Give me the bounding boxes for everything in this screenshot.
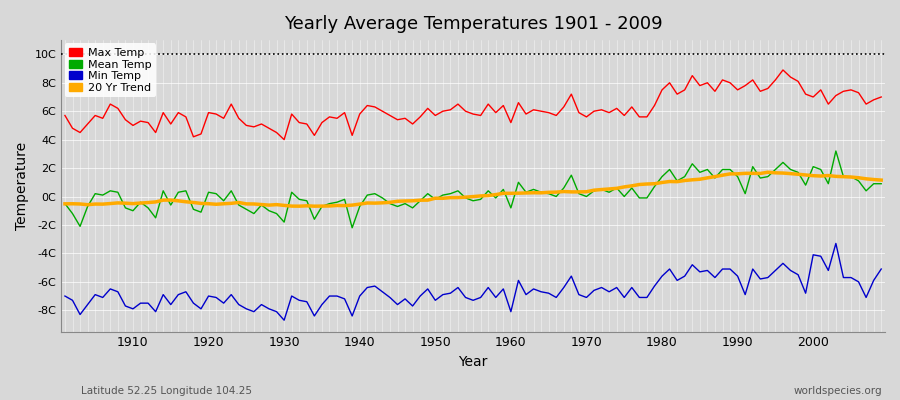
Max Temp [604, 110, 615, 115]
Mean Temp [513, 180, 524, 185]
20 Yr Trend [506, 191, 517, 196]
Min Temp [279, 318, 290, 323]
Text: worldspecies.org: worldspecies.org [794, 386, 882, 396]
Mean Temp [506, 206, 517, 210]
Line: Max Temp: Max Temp [65, 70, 881, 140]
Mean Temp [286, 190, 297, 195]
Min Temp [831, 241, 842, 246]
Min Temp [59, 294, 70, 298]
Min Temp [339, 296, 350, 301]
Line: Mean Temp: Mean Temp [65, 151, 881, 228]
Max Temp [339, 110, 350, 115]
20 Yr Trend [286, 204, 297, 208]
Min Temp [293, 298, 304, 303]
Mean Temp [59, 201, 70, 206]
20 Yr Trend [339, 203, 350, 208]
Max Temp [293, 120, 304, 125]
Line: Min Temp: Min Temp [65, 244, 881, 320]
Min Temp [506, 309, 517, 314]
Min Temp [513, 278, 524, 283]
Max Temp [120, 117, 130, 122]
Text: Latitude 52.25 Longitude 104.25: Latitude 52.25 Longitude 104.25 [81, 386, 252, 396]
20 Yr Trend [762, 170, 773, 174]
Y-axis label: Temperature: Temperature [15, 142, 29, 230]
Mean Temp [831, 149, 842, 154]
Max Temp [279, 137, 290, 142]
Mean Temp [120, 206, 130, 210]
20 Yr Trend [513, 191, 524, 196]
20 Yr Trend [293, 204, 304, 208]
Min Temp [120, 304, 130, 308]
20 Yr Trend [604, 186, 615, 191]
20 Yr Trend [120, 201, 130, 206]
Min Temp [876, 267, 886, 272]
20 Yr Trend [876, 178, 886, 182]
20 Yr Trend [59, 202, 70, 206]
Mean Temp [876, 181, 886, 186]
X-axis label: Year: Year [458, 355, 488, 369]
Max Temp [59, 113, 70, 118]
Max Temp [513, 100, 524, 105]
Line: 20 Yr Trend: 20 Yr Trend [65, 172, 881, 206]
Max Temp [778, 68, 788, 72]
Min Temp [604, 289, 615, 294]
Mean Temp [346, 225, 357, 230]
Mean Temp [604, 190, 615, 195]
Legend: Max Temp, Mean Temp, Min Temp, 20 Yr Trend: Max Temp, Mean Temp, Min Temp, 20 Yr Tre… [65, 44, 156, 97]
Title: Yearly Average Temperatures 1901 - 2009: Yearly Average Temperatures 1901 - 2009 [284, 15, 662, 33]
Max Temp [506, 120, 517, 125]
Mean Temp [331, 200, 342, 204]
Max Temp [876, 94, 886, 99]
